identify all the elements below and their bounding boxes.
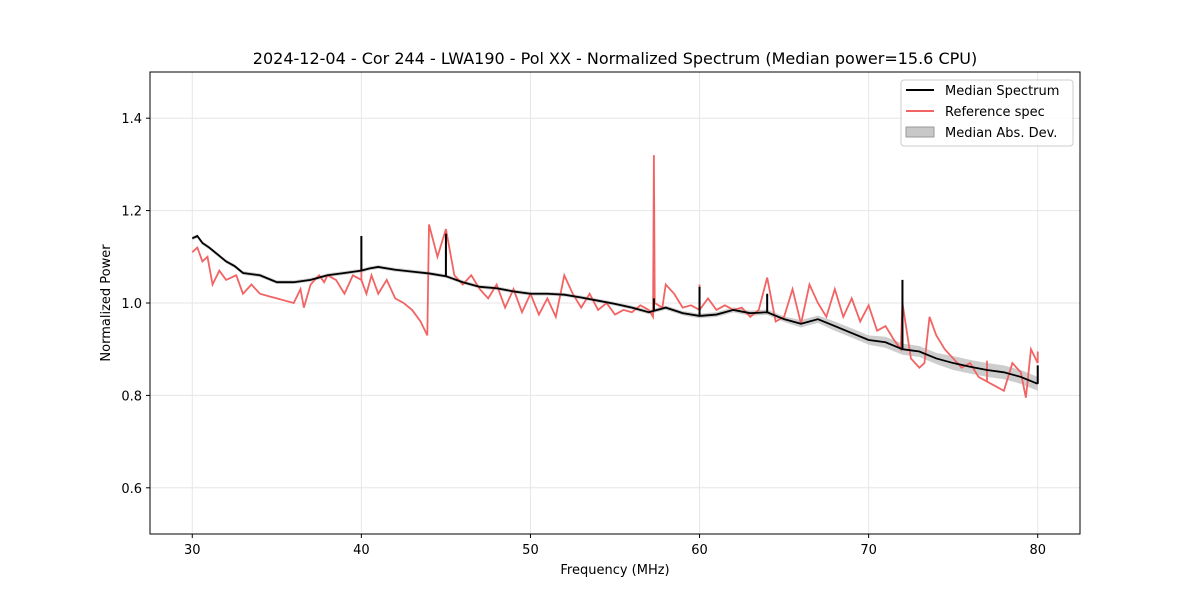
x-tick-label: 50 — [522, 543, 539, 558]
y-tick-label: 1.0 — [121, 297, 142, 312]
y-axis-label: Normalized Power — [99, 244, 114, 362]
x-tick-label: 40 — [353, 543, 370, 558]
reference-spectrum-line — [191, 155, 1039, 398]
plot-area — [191, 155, 1039, 398]
legend: Median Spectrum Reference spec Median Ab… — [900, 79, 1074, 147]
legend-mad-patch — [905, 126, 935, 138]
x-tick-label: 30 — [184, 543, 201, 558]
y-tick-label: 0.6 — [121, 482, 142, 497]
chart-title: 2024-12-04 - Cor 244 - LWA190 - Pol XX -… — [253, 49, 977, 68]
ticks: 30 40 50 60 70 80 0.6 0.8 1.0 1.2 1.4 — [121, 112, 1046, 558]
x-tick-label: 70 — [860, 543, 877, 558]
mad-band — [192, 234, 1038, 391]
y-tick-label: 1.4 — [121, 112, 142, 127]
median-spectrum-line — [191, 234, 1039, 385]
legend-reference-label: Reference spec — [945, 105, 1045, 120]
x-tick-label: 80 — [1029, 543, 1046, 558]
legend-median-label: Median Spectrum — [945, 84, 1059, 99]
y-tick-label: 0.8 — [121, 389, 142, 404]
x-tick-label: 60 — [691, 543, 708, 558]
x-axis-label: Frequency (MHz) — [560, 563, 669, 578]
legend-box — [900, 79, 1074, 147]
legend-mad-label: Median Abs. Dev. — [945, 126, 1057, 141]
y-tick-label: 1.2 — [121, 205, 142, 220]
